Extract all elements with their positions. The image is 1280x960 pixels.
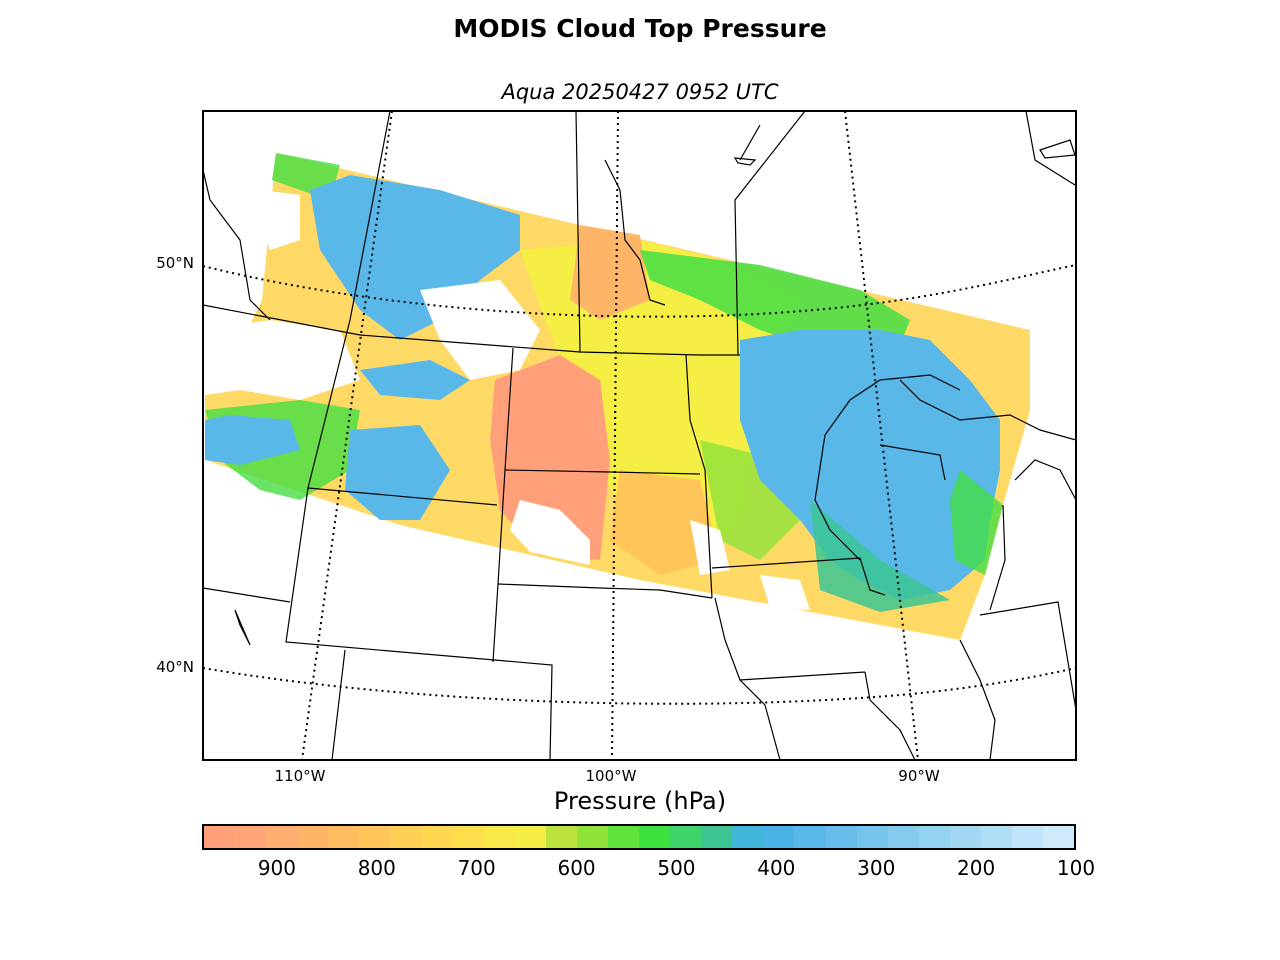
colorbar-segment bbox=[794, 826, 826, 848]
colorbar-tick-label: 800 bbox=[357, 856, 396, 880]
colorbar-segment bbox=[980, 826, 1013, 848]
colorbar-segment bbox=[1012, 826, 1044, 848]
colorbar-label: Pressure (hPa) bbox=[553, 787, 727, 815]
colorbar-segment bbox=[204, 826, 236, 848]
lon-label-100w: 100°W bbox=[585, 767, 637, 785]
lat-label-50n: 50°N bbox=[156, 254, 194, 272]
colorbar-segment bbox=[887, 826, 919, 848]
colorbar-segment bbox=[483, 826, 515, 848]
lon-label-90w: 90°W bbox=[898, 767, 940, 785]
colorbar-tick-label: 500 bbox=[657, 856, 696, 880]
colorbar-segment bbox=[1043, 826, 1075, 848]
graticule bbox=[203, 111, 1076, 760]
colorbar-segment bbox=[390, 826, 422, 848]
colorbar-segment bbox=[421, 826, 453, 848]
swath-no-data-gaps bbox=[205, 320, 360, 400]
colorbar-segment bbox=[328, 826, 360, 848]
colorbar-segment bbox=[297, 826, 329, 848]
colorbar-segment bbox=[452, 826, 484, 848]
colorbar-tick-label: 100 bbox=[1056, 856, 1096, 880]
colorbar-segment bbox=[608, 826, 640, 848]
colorbar-segment bbox=[732, 826, 764, 848]
colorbar-segment bbox=[670, 826, 702, 848]
colorbar-tick-label: 300 bbox=[857, 856, 896, 880]
colorbar-segment bbox=[576, 826, 609, 848]
lat-label-40n: 40°N bbox=[156, 658, 194, 676]
political-borders bbox=[203, 111, 1076, 760]
chart-title: MODIS Cloud Top Pressure bbox=[453, 14, 827, 43]
colorbar-tick-label: 400 bbox=[757, 856, 796, 880]
colorbar-segment bbox=[514, 826, 546, 848]
colorbar-segment bbox=[545, 826, 577, 848]
lon-label-110w: 110°W bbox=[274, 767, 326, 785]
colorbar-tick-label: 700 bbox=[457, 856, 496, 880]
colorbar-segment bbox=[856, 826, 888, 848]
map-contents bbox=[203, 111, 1076, 760]
colorbar-tick-label: 200 bbox=[957, 856, 996, 880]
swath-high-cloud-west bbox=[205, 415, 300, 465]
colorbar-segment bbox=[763, 826, 795, 848]
colorbar bbox=[202, 824, 1076, 850]
colorbar-segment bbox=[949, 826, 981, 848]
map-frame bbox=[202, 110, 1077, 761]
swath-high-cloud-east bbox=[740, 330, 1000, 600]
colorbar-segment bbox=[918, 826, 950, 848]
colorbar-segment bbox=[359, 826, 391, 848]
swath-high-cloud-north bbox=[310, 175, 520, 340]
colorbar-tick-label: 900 bbox=[257, 856, 296, 880]
chart-subtitle: Aqua 20250427 0952 UTC bbox=[501, 80, 779, 104]
colorbar-segment bbox=[639, 826, 671, 848]
colorbar-tick-label: 600 bbox=[557, 856, 596, 880]
colorbar-segment bbox=[701, 826, 733, 848]
colorbar-segment bbox=[825, 826, 857, 848]
colorbar-segment bbox=[266, 826, 298, 848]
colorbar-segment bbox=[235, 826, 267, 848]
